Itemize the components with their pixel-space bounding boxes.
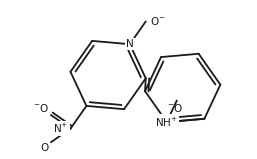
Text: $^{-}$O: $^{-}$O <box>167 103 183 114</box>
Text: O$^{-}$: O$^{-}$ <box>150 15 165 28</box>
Text: NH$^{+}$: NH$^{+}$ <box>155 116 178 129</box>
Text: $^{-}$O: $^{-}$O <box>33 102 49 114</box>
Text: N$^{+}$: N$^{+}$ <box>53 122 68 135</box>
Text: N: N <box>126 39 134 49</box>
Text: O: O <box>41 143 49 153</box>
